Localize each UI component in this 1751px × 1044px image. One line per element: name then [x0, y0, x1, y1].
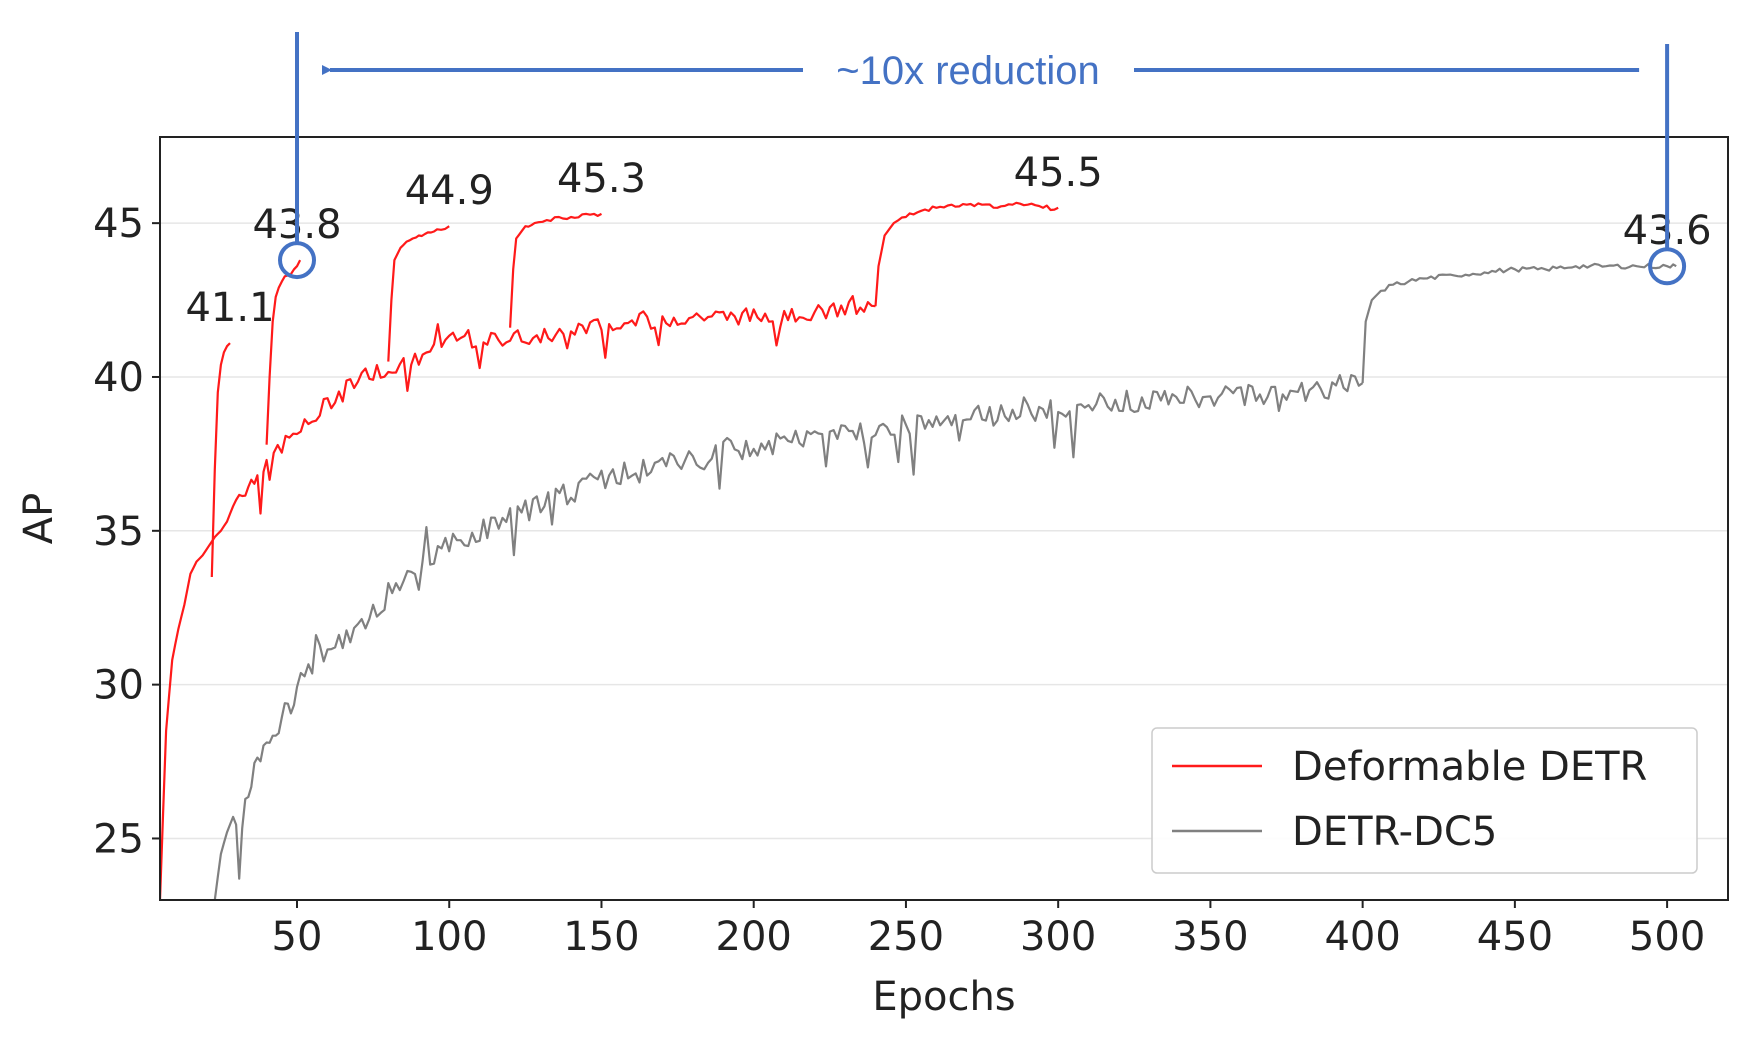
legend: Deformable DETR DETR-DC5: [1151, 727, 1698, 874]
point-labels: 41.143.844.9 45.3 45.543.6: [185, 150, 1711, 331]
deformable-detr-line-segment-1: [210, 342, 231, 578]
x-tick-label-250: 250: [868, 914, 944, 960]
x-tick-label-450: 450: [1477, 914, 1553, 960]
detr-dc5-line-segment-1: [1361, 262, 1677, 384]
point-label-41-1: 41.1: [185, 285, 274, 331]
deformable-detr-line-segment-2: [265, 259, 302, 445]
x-tick-label-300: 300: [1020, 914, 1096, 960]
x-tick-label-500: 500: [1629, 914, 1705, 960]
axis-ticks: 25 30 35 40 45 50 100 150 200 250 300 350 400 450 500: [93, 201, 1705, 960]
annotation-circle-0: [278, 241, 317, 280]
x-tick-label-150: 150: [563, 914, 639, 960]
deformable-detr-line-segment-4: [509, 212, 603, 328]
deformable-detr-line-segment-3: [387, 225, 450, 362]
annotation-circle-1: [1648, 247, 1687, 286]
x-tick-label-400: 400: [1324, 914, 1400, 960]
plot-frame: [159, 136, 1729, 901]
deformable-detr-line-segment-0: [160, 295, 876, 900]
y-tick-label-30: 30: [93, 663, 144, 709]
legend-label-0: Deformable DETR: [1292, 744, 1647, 790]
x-tick-label-50: 50: [272, 914, 323, 960]
x-axis-title: Epochs: [872, 974, 1015, 1020]
series-lines: [160, 201, 1677, 900]
point-label-45-5: 45.5: [1014, 150, 1103, 196]
y-tick-label-45: 45: [93, 201, 144, 247]
x-tick-label-200: 200: [716, 914, 792, 960]
reduction-annotation: ~10x reduction: [278, 32, 1687, 286]
y-axis-title: AP: [16, 493, 62, 544]
detr-dc5-line-segment-0: [213, 374, 1364, 900]
annotation-text: ~10x reduction: [836, 49, 1100, 93]
y-tick-label-40: 40: [93, 355, 144, 401]
legend-box: [1151, 727, 1698, 874]
y-tick-label-35: 35: [93, 509, 144, 555]
point-label-45-3: 45.3: [557, 156, 646, 202]
y-tick-label-25: 25: [93, 816, 144, 862]
x-tick-label-350: 350: [1172, 914, 1248, 960]
x-tick-label-100: 100: [411, 914, 487, 960]
legend-label-1: DETR-DC5: [1292, 809, 1497, 855]
deformable-detr-line-segment-5: [874, 201, 1059, 307]
point-label-44-9: 44.9: [405, 168, 494, 214]
